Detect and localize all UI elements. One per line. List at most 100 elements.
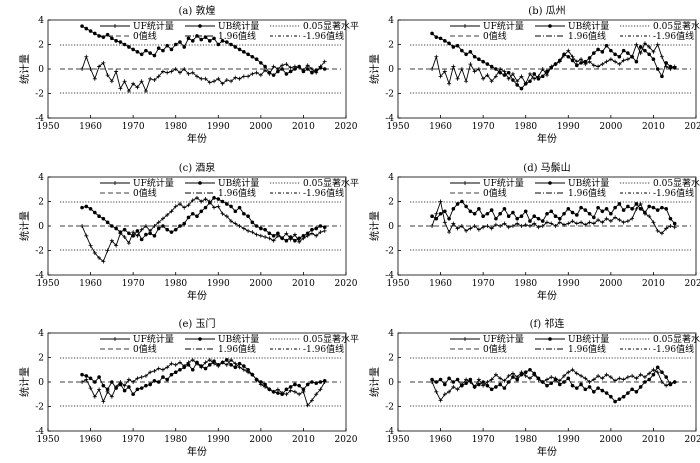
ub-point — [148, 231, 152, 236]
ub-point — [523, 209, 528, 214]
uf-point — [212, 79, 217, 84]
ub-point — [259, 380, 263, 384]
ub-point — [460, 383, 464, 388]
ub-point — [271, 234, 276, 238]
uf-point — [135, 376, 140, 381]
ub-point — [293, 67, 297, 71]
uf-point — [587, 380, 592, 384]
legend-label-pos196: 1.96值线 — [218, 343, 256, 355]
chart-title: (f) 祁连 — [530, 317, 565, 330]
ub-point — [464, 381, 468, 386]
ub-point — [131, 392, 135, 397]
ub-point — [220, 39, 225, 43]
ub-point — [617, 397, 622, 401]
ub-point — [220, 199, 225, 204]
ub-point — [664, 61, 668, 65]
legend-label-ub: UB统计量 — [218, 177, 259, 189]
ub-point — [596, 205, 600, 210]
x-tick-label: 1990 — [207, 122, 230, 132]
x-tick-label: 2010 — [642, 122, 665, 132]
ub-point — [536, 216, 541, 221]
x-tick-label: 2020 — [685, 279, 700, 289]
ub-point — [447, 376, 451, 381]
uf-point — [532, 221, 537, 226]
uf-point — [216, 204, 221, 209]
uf-point — [122, 79, 127, 84]
uf-point — [613, 378, 618, 383]
ub-point — [592, 390, 596, 394]
y-tick-label: -4 — [385, 271, 394, 281]
uf-point — [604, 216, 609, 221]
uf-point — [600, 220, 605, 225]
ub-point — [105, 220, 110, 225]
ub-point — [489, 64, 494, 69]
ub-point — [532, 72, 537, 76]
uf-point — [498, 224, 503, 228]
ub-point — [566, 376, 571, 381]
uf-point — [655, 370, 660, 375]
uf-point — [199, 199, 204, 204]
uf-point — [574, 221, 579, 226]
ub-point — [259, 61, 263, 65]
uf-point — [485, 224, 490, 228]
uf-point — [203, 197, 208, 202]
uf-point — [608, 375, 613, 380]
uf-point — [617, 217, 622, 222]
uf-point — [515, 221, 520, 226]
ub-point — [430, 31, 434, 36]
ub-point — [173, 370, 178, 375]
uf-point — [434, 211, 439, 216]
ub-point — [434, 35, 439, 39]
ub-point — [468, 209, 473, 214]
y-tick-label: -2 — [385, 403, 394, 413]
ub-point — [489, 208, 494, 212]
uf-point — [549, 221, 554, 226]
ub-point — [630, 387, 634, 392]
legend-label-uf: UF统计量 — [483, 20, 524, 32]
x-tick-label: 1960 — [429, 435, 452, 445]
y-tick-label: 2 — [38, 354, 44, 364]
ub-point — [276, 69, 280, 74]
x-tick-label: 1960 — [429, 122, 452, 132]
ub-point — [600, 50, 605, 54]
uf-point — [455, 387, 460, 392]
uf-point — [493, 222, 498, 227]
ub-point — [276, 391, 280, 395]
uf-point — [220, 211, 225, 216]
uf-point — [254, 232, 259, 237]
ub-point — [199, 209, 204, 214]
ub-point — [233, 209, 238, 214]
uf-point — [250, 71, 255, 76]
uf-point — [579, 57, 584, 62]
uf-point — [617, 376, 622, 381]
uf-point — [92, 76, 97, 81]
ub-point — [570, 383, 575, 388]
chart-panel-1: (b) 瓜州 1950 1960 1970 1980 1990 2000 2010 2020 -4… — [368, 5, 700, 145]
uf-point — [570, 367, 575, 372]
uf-point — [540, 67, 545, 71]
uf-point — [169, 361, 174, 366]
uf-series-line — [81, 197, 325, 263]
uf-point — [540, 224, 545, 228]
uf-point — [156, 366, 161, 371]
legend-label-ub: UB统计量 — [218, 20, 259, 32]
legend: UF统计量 UB统计量 0.05显著水平 0值线 1.96值线 -1.96值线 — [100, 333, 359, 355]
uf-point — [549, 375, 554, 380]
legend: UF统计量 UB统计量 0.05显著水平 0值线 1.96值线 -1.96值线 — [450, 177, 700, 199]
uf-point — [297, 392, 302, 397]
ub-point — [101, 383, 106, 388]
ub-point — [477, 207, 481, 211]
uf-point — [237, 365, 242, 370]
ub-point — [464, 52, 468, 57]
ub-point — [609, 211, 613, 216]
uf-point — [587, 220, 592, 225]
x-tick-label: 2020 — [685, 122, 700, 132]
ub-point — [630, 207, 634, 211]
uf-point — [114, 69, 119, 74]
uf-point — [152, 78, 157, 83]
ub-point — [638, 45, 643, 49]
uf-point — [203, 360, 208, 365]
ub-point — [621, 394, 626, 399]
x-tick-label: 1970 — [472, 279, 495, 289]
ub-point — [523, 81, 528, 86]
